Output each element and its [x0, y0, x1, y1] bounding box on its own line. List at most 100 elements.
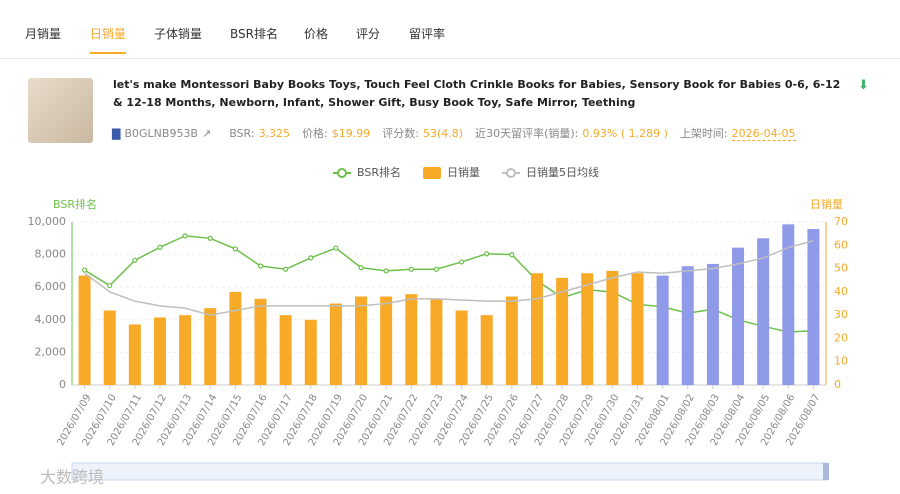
bar	[581, 273, 594, 385]
point	[358, 265, 364, 271]
line	[84, 235, 814, 333]
bar	[757, 238, 770, 385]
stat-value: 3,325	[258, 127, 291, 140]
y2-tick-label: 40	[834, 285, 848, 298]
bar	[530, 273, 543, 385]
point	[157, 244, 163, 250]
line	[84, 239, 814, 316]
bar	[681, 266, 694, 385]
legend-swatch	[505, 168, 516, 178]
bar	[279, 315, 292, 385]
bar	[631, 273, 644, 385]
bar	[179, 315, 192, 385]
point	[484, 251, 490, 257]
stat-label: 近30天留评率(销量):	[475, 127, 579, 140]
bar	[480, 315, 493, 385]
tab[interactable]: 留评率	[409, 27, 446, 41]
bar	[656, 275, 669, 385]
y-axis-title: BSR排名	[53, 197, 97, 211]
point	[458, 259, 465, 265]
tab-bar: 月销量 日销量 子体销量 BSR排名 价格 评分 留评率	[0, 0, 900, 59]
bar	[103, 310, 116, 385]
bar	[505, 296, 518, 385]
bar	[706, 263, 719, 385]
bar	[128, 324, 141, 385]
y-tick-label: 8,000	[35, 248, 67, 261]
point	[257, 263, 264, 269]
stat-value: $19.99	[331, 127, 371, 140]
bar	[380, 296, 393, 385]
product-image	[28, 78, 93, 143]
stat-label: BSR:	[229, 127, 255, 140]
link-icon: ↗	[201, 127, 212, 140]
y-tick-label: 2,000	[35, 345, 67, 358]
point	[283, 266, 289, 272]
point	[107, 282, 113, 289]
tab[interactable]: 评分	[356, 27, 381, 41]
bar	[606, 270, 619, 385]
y-tick-label: 10,000	[28, 215, 67, 228]
y2-tick-label: 70	[834, 215, 848, 228]
bar	[329, 303, 342, 385]
bar	[732, 247, 745, 385]
legend-label[interactable]: 日销量	[447, 165, 480, 179]
y-tick-label: 0	[59, 378, 66, 391]
legend-swatch	[337, 168, 347, 178]
y-tick-label: 6,000	[35, 280, 67, 293]
y2-tick-label: 50	[834, 262, 848, 275]
bar	[807, 228, 820, 385]
point	[81, 267, 88, 273]
stat-label: 评分数:	[382, 127, 419, 140]
point	[333, 245, 339, 251]
bar	[254, 298, 267, 385]
point	[232, 246, 238, 252]
stat-value: 53(4.8)	[423, 127, 464, 140]
bar	[229, 291, 242, 385]
point	[308, 255, 314, 261]
stat-value: 0.93% ( 1,289 )	[582, 127, 668, 140]
product-info: ▇ B0GLNB953B ↗ BSR: 3,325 价格: $19.99 评分数: 53(4.8…	[112, 125, 808, 141]
legend-swatch	[422, 167, 441, 179]
tab[interactable]: 月销量	[25, 27, 62, 41]
point	[509, 252, 515, 258]
bar	[153, 317, 166, 385]
point	[408, 266, 414, 272]
bar	[455, 310, 468, 385]
tab[interactable]: 子体销量	[154, 27, 203, 41]
y2-tick-label: 0	[834, 378, 841, 391]
bar	[204, 308, 217, 385]
zoom-slider[interactable]	[71, 462, 827, 481]
tab[interactable]: 日销量	[90, 25, 127, 54]
product-title: let's make Montessori Baby Books Toys, T…	[113, 78, 841, 109]
bar	[78, 275, 91, 385]
point	[383, 268, 389, 274]
stat-label: 上架时间:	[679, 127, 728, 140]
bar	[782, 224, 795, 385]
bar	[556, 277, 569, 385]
tab[interactable]: BSR排名	[230, 27, 278, 41]
y2-axis-title: 日销量	[810, 197, 843, 211]
y2-tick-label: 60	[834, 238, 848, 251]
bar	[405, 294, 418, 385]
tab[interactable]: 价格	[304, 27, 329, 41]
point	[433, 266, 440, 272]
watermark: 大数跨境	[40, 468, 104, 487]
point	[207, 235, 213, 241]
download-icon[interactable]: ⬇	[858, 78, 869, 93]
point	[182, 233, 188, 239]
bar	[355, 296, 368, 385]
point	[132, 257, 138, 263]
legend-label[interactable]: 日销量5日均线	[526, 165, 599, 179]
stat-label: 价格:	[302, 127, 328, 140]
flag: ▇	[112, 127, 121, 140]
bar	[430, 298, 443, 385]
asin[interactable]: B0GLNB953B	[124, 127, 198, 140]
y2-tick-label: 20	[834, 331, 848, 344]
zoom-handle[interactable]	[823, 463, 829, 480]
y-tick-label: 4,000	[35, 313, 67, 326]
stat-value: 2026-04-05	[731, 127, 796, 141]
legend-label[interactable]: BSR排名	[357, 165, 401, 179]
y2-tick-label: 30	[834, 308, 848, 321]
